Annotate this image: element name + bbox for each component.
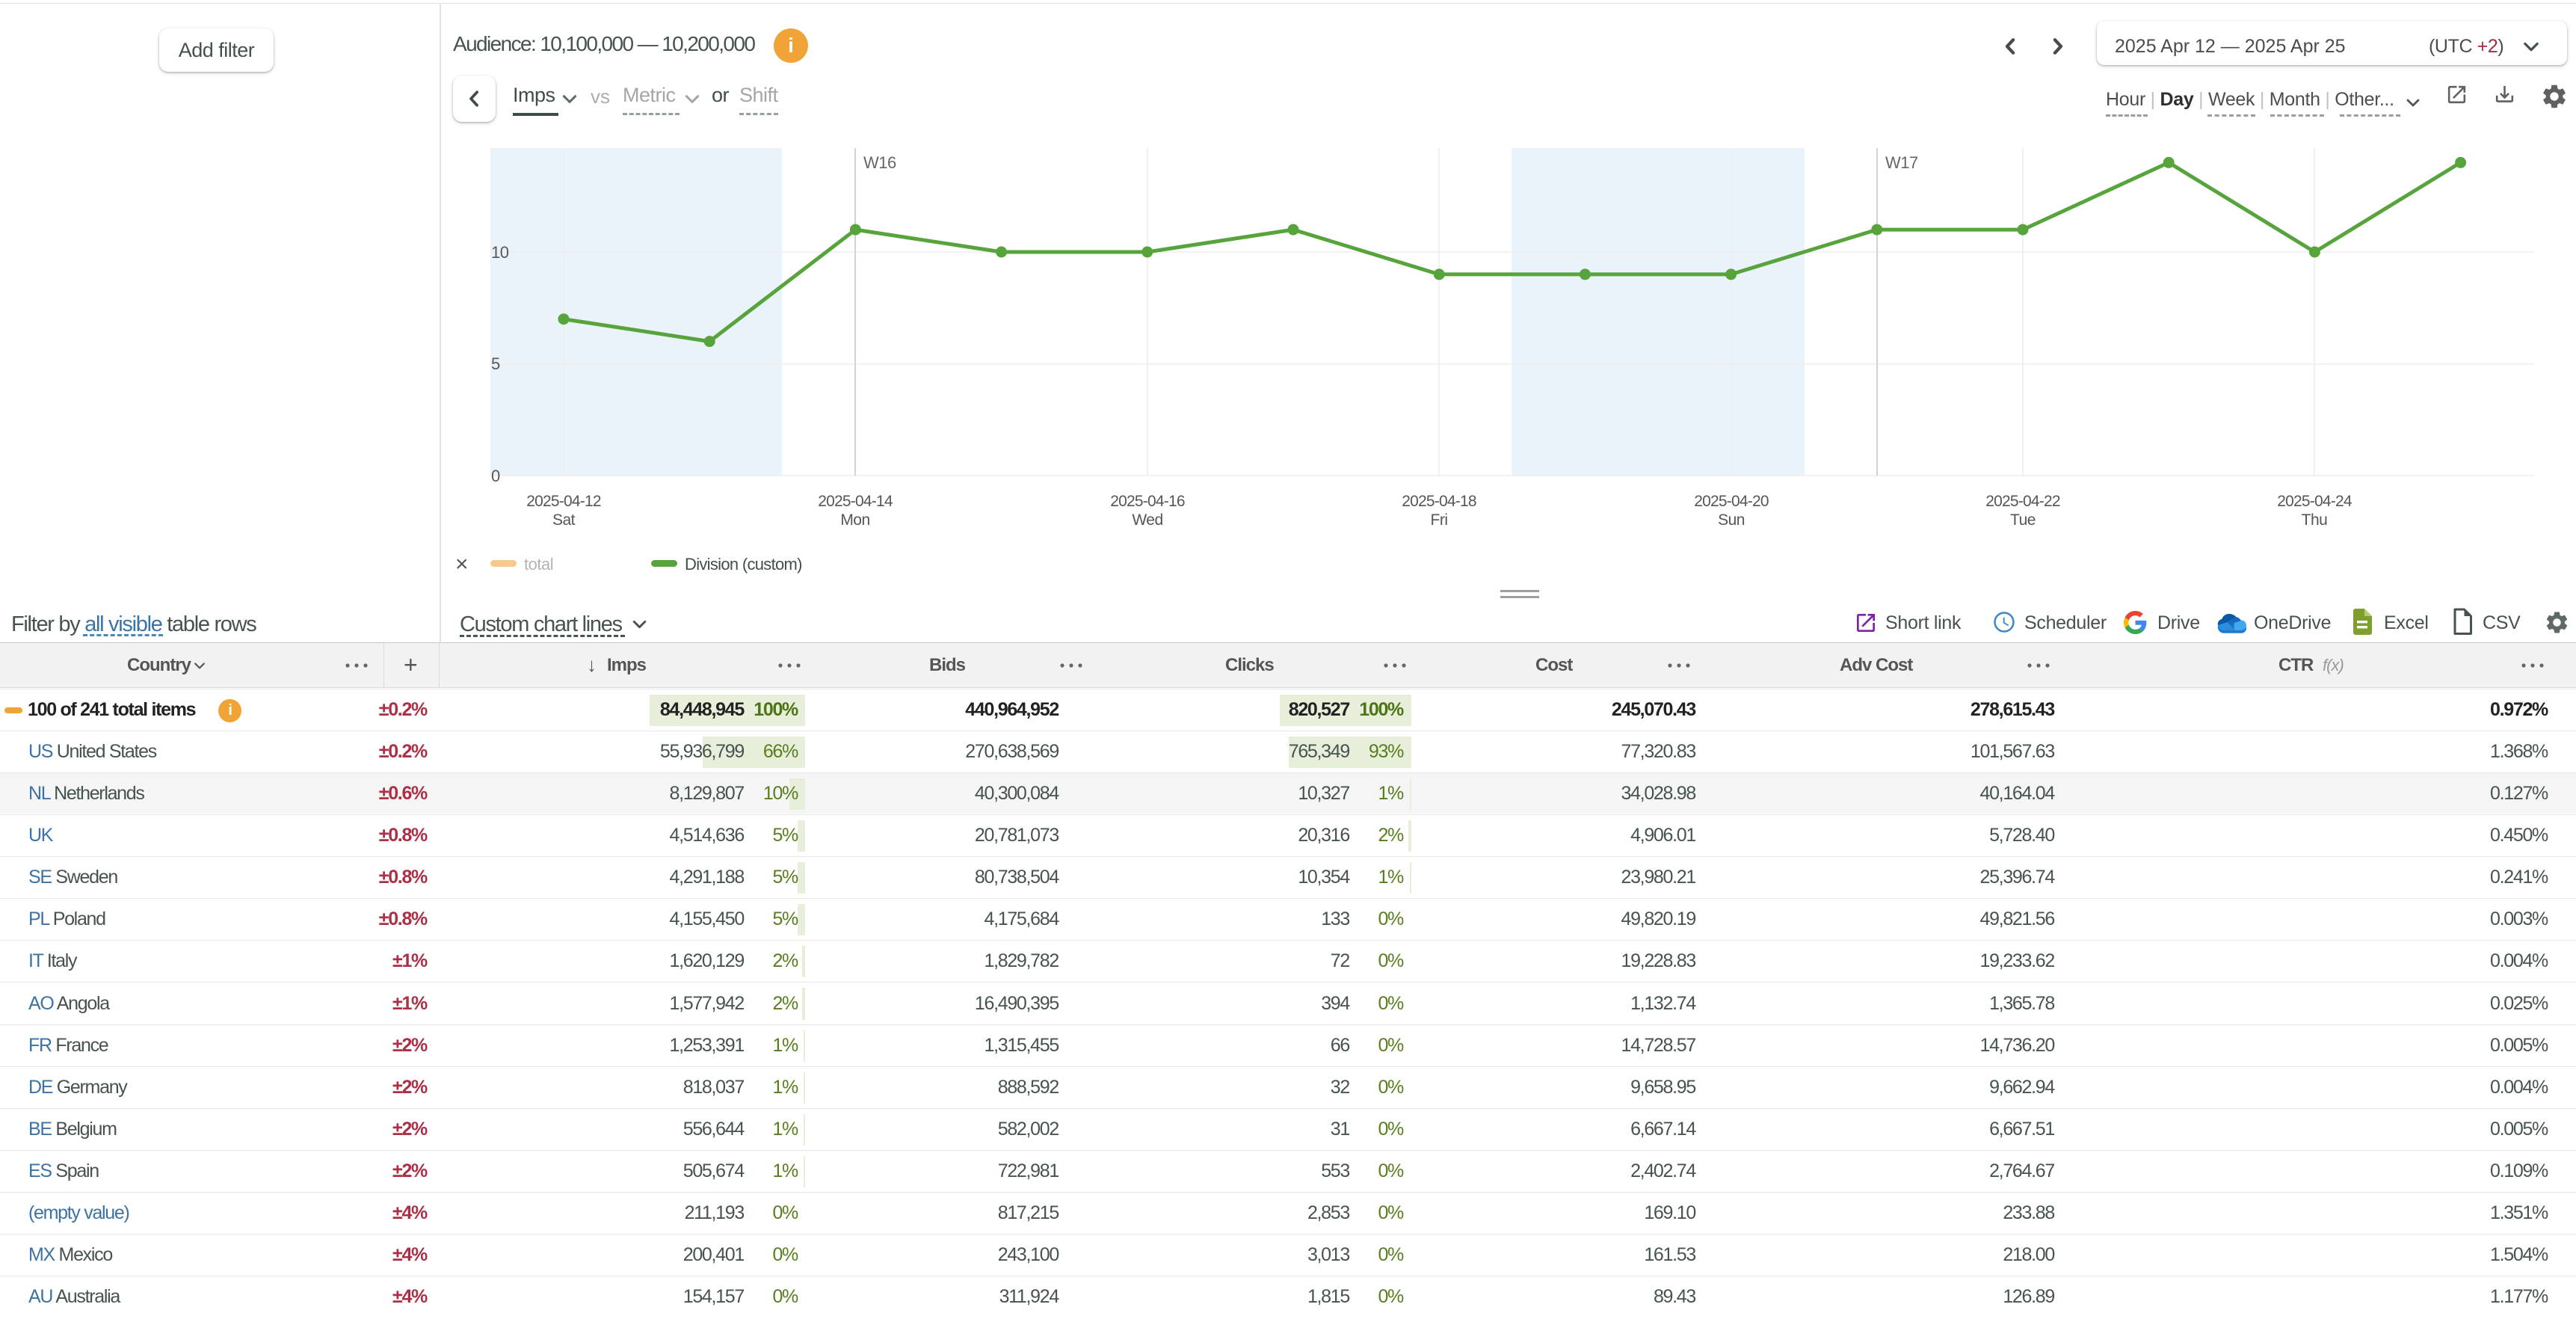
svg-text:Tue: Tue <box>2010 511 2036 529</box>
svg-text:2025-04-18: 2025-04-18 <box>1402 493 1476 510</box>
svg-text:W17: W17 <box>1885 153 1918 172</box>
svg-text:10: 10 <box>491 243 509 262</box>
svg-text:2025-04-20: 2025-04-20 <box>1694 493 1769 510</box>
svg-text:2025-04-24: 2025-04-24 <box>2277 493 2352 510</box>
svg-text:W16: W16 <box>863 153 896 172</box>
svg-text:0: 0 <box>491 467 500 485</box>
svg-text:Mon: Mon <box>840 511 869 529</box>
svg-text:5: 5 <box>491 354 500 373</box>
svg-text:2025-04-12: 2025-04-12 <box>526 493 601 510</box>
svg-text:Wed: Wed <box>1132 511 1162 529</box>
svg-text:Sat: Sat <box>552 511 576 529</box>
svg-text:2025-04-22: 2025-04-22 <box>1985 493 2060 510</box>
svg-text:Sun: Sun <box>1718 511 1745 529</box>
svg-text:Thu: Thu <box>2302 511 2328 529</box>
svg-text:Fri: Fri <box>1431 511 1448 529</box>
svg-text:2025-04-16: 2025-04-16 <box>1110 493 1185 510</box>
svg-text:2025-04-14: 2025-04-14 <box>818 493 893 510</box>
